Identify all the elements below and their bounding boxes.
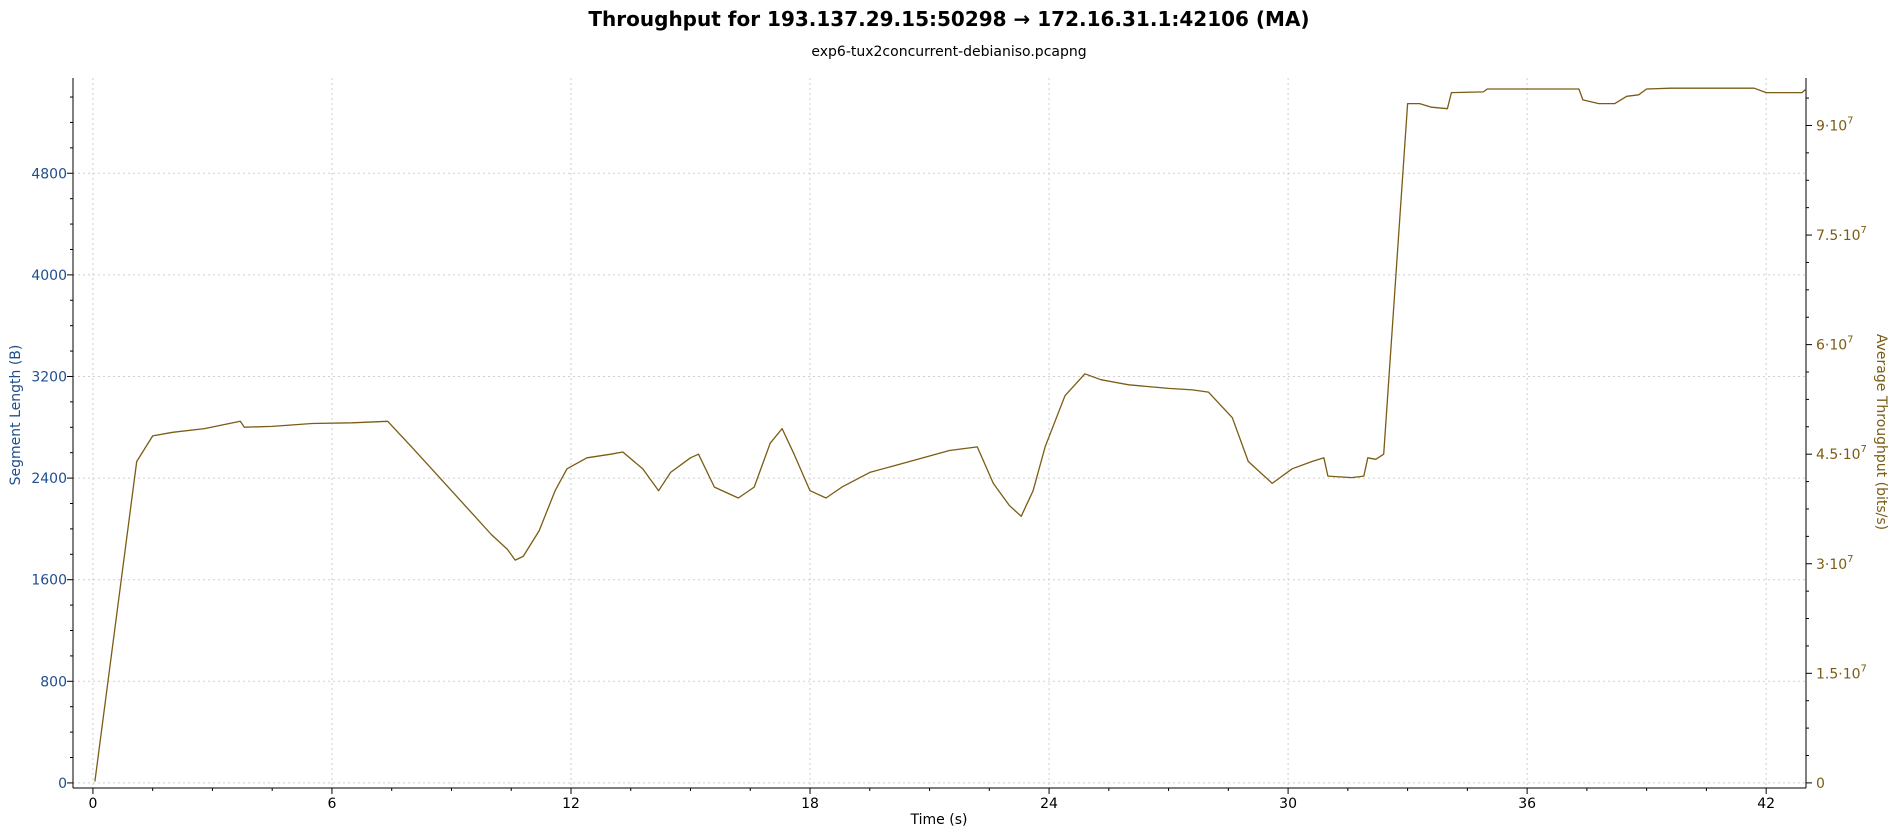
left-tick-label: 4000: [31, 268, 67, 284]
x-tick-label: 6: [327, 796, 336, 812]
left-tick-label: 1600: [31, 573, 67, 589]
y-axis-label-right: Average Throughput (bits/s): [1873, 334, 1889, 530]
right-tick-label: 0: [1816, 776, 1825, 792]
right-tick-label: 1.5·107: [1816, 663, 1867, 682]
right-tick-label: 7.5·107: [1816, 225, 1867, 244]
x-tick-label: 18: [801, 796, 819, 812]
left-tick-label: 800: [40, 674, 67, 690]
axes: [72, 78, 1807, 789]
left-tick-label: 4800: [31, 166, 67, 182]
right-tick-label: 4.5·107: [1816, 444, 1867, 463]
ticks: 0 6 12 18 24 30 36 42 0 800 1600 2400 3200 4000 4800 0 1…: [31, 96, 1867, 812]
x-tick-label: 12: [562, 796, 580, 812]
chart-subtitle: exp6-tux2concurrent-debianiso.pcapng: [811, 44, 1086, 60]
x-tick-label: 36: [1518, 796, 1536, 812]
left-tick-label: 0: [58, 776, 67, 792]
x-tick-label: 30: [1279, 796, 1297, 812]
series-layer: [94, 87, 1807, 782]
y-axis-label-left: Segment Length (B): [8, 345, 24, 486]
right-tick-label: 6·107: [1816, 335, 1854, 354]
right-tick-label: 9·107: [1816, 115, 1854, 134]
left-tick-label: 3200: [31, 369, 67, 385]
x-tick-label: 42: [1757, 796, 1775, 812]
throughput-series-line: [94, 87, 1807, 782]
x-axis-label: Time (s): [910, 812, 968, 828]
left-tick-label: 2400: [31, 471, 67, 487]
x-tick-label: 24: [1040, 796, 1058, 812]
right-tick-label: 3·107: [1816, 554, 1854, 573]
chart-title: Throughput for 193.137.29.15:50298 → 172…: [588, 7, 1309, 31]
x-tick-label: 0: [88, 796, 97, 812]
grid: [73, 78, 1806, 788]
